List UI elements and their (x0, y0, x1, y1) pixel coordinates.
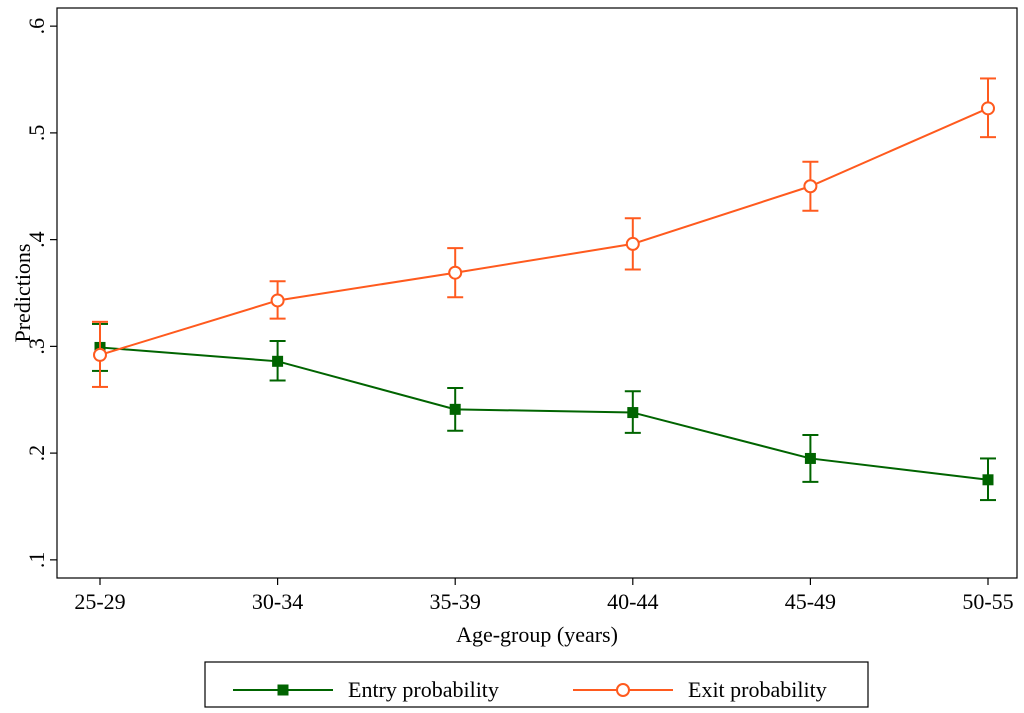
series-line (99, 107, 989, 356)
legend-marker (277, 684, 289, 696)
legend-marker (616, 683, 630, 697)
y-axis: .1 .2 .3 .4 .5 .6 (24, 18, 57, 568)
y-tick-label: .2 (24, 445, 49, 462)
data-point (448, 265, 463, 280)
y-tick-label: .3 (24, 338, 49, 355)
y-tick-label: .1 (24, 552, 49, 569)
series-1 (92, 322, 996, 502)
data-point (981, 101, 995, 116)
y-tick-label: .4 (24, 231, 49, 248)
data-point (803, 179, 818, 194)
data-point (272, 355, 284, 367)
data-point (270, 293, 285, 308)
x-tick-label: 50-55 (962, 589, 1013, 614)
x-tick-label: 25-29 (74, 589, 125, 614)
data-point (627, 407, 639, 419)
x-axis-label: Age-group (years) (456, 622, 618, 647)
legend-frame (204, 661, 869, 708)
series-2 (92, 77, 996, 388)
plot-frame (56, 7, 1018, 579)
legend: Entry probability Exit probability (204, 661, 869, 708)
data-point (982, 474, 994, 486)
y-axis-label: Predictions (10, 244, 35, 343)
data-point (449, 403, 461, 415)
series-line (99, 346, 989, 481)
x-axis: 25-29 30-34 35-39 40-44 45-49 50-55 (74, 578, 1014, 614)
data-point (804, 452, 816, 464)
legend-label: Exit probability (688, 677, 827, 702)
legend-item-2: Exit probability (573, 677, 827, 702)
x-tick-label: 45-49 (785, 589, 836, 614)
x-tick-label: 35-39 (430, 589, 481, 614)
legend-label: Entry probability (348, 677, 499, 702)
legend-item-1: Entry probability (233, 677, 499, 702)
series-layer (92, 77, 996, 502)
data-point (625, 236, 640, 251)
data-point (93, 347, 107, 362)
y-tick-label: .5 (24, 125, 49, 142)
y-tick-label: .6 (24, 18, 49, 34)
x-tick-label: 30-34 (252, 589, 303, 614)
x-tick-label: 40-44 (607, 589, 658, 614)
